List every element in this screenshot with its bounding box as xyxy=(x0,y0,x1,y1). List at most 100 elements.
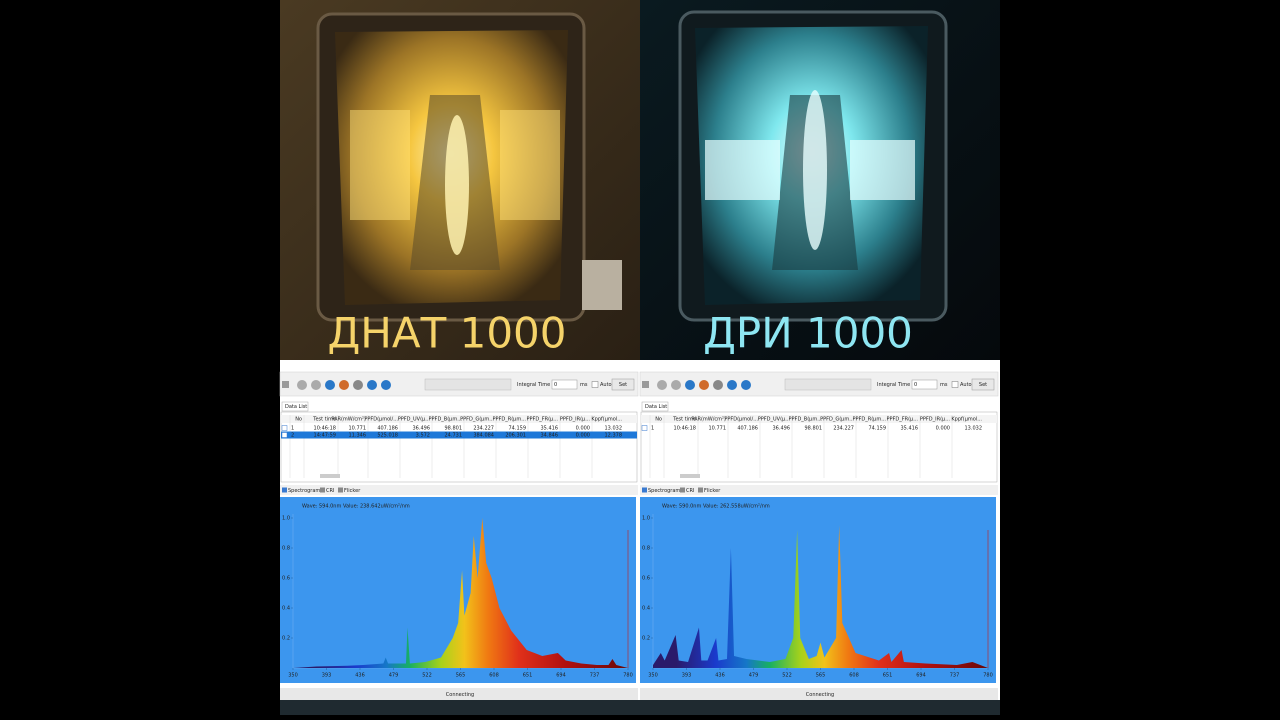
y-tick-label: 0.4 xyxy=(282,606,290,612)
x-tick-label: 350 xyxy=(648,673,658,679)
column-header: PPFD_FR(μ... xyxy=(526,417,558,423)
integral-value: 0 xyxy=(554,382,557,388)
column-header: PPFD_B(μm... xyxy=(789,417,823,423)
tool-button[interactable] xyxy=(741,380,751,390)
tab-label: Data List xyxy=(645,404,667,410)
column-header: Test time xyxy=(672,417,696,423)
x-tick-label: 780 xyxy=(983,673,993,679)
tool-button[interactable] xyxy=(311,380,321,390)
app-footer xyxy=(280,700,1000,715)
table-header xyxy=(281,415,637,423)
table-cell: 3.572 xyxy=(416,433,430,439)
tab-label[interactable]: CRI xyxy=(326,488,334,494)
readout: Wave: 594.0nm Value: 238.642uW/cm²/nm xyxy=(302,504,410,510)
tool-icon xyxy=(642,381,649,388)
column-header: Test time xyxy=(312,417,336,423)
photo-label: ДРИ 1000 xyxy=(703,309,913,358)
row-checkbox[interactable] xyxy=(281,432,288,438)
x-tick-label: 737 xyxy=(590,673,600,679)
tab-icon xyxy=(338,487,343,493)
photo-mh xyxy=(640,0,1000,360)
scrollbar xyxy=(320,474,340,478)
table-cell: 0.000 xyxy=(936,426,950,432)
tab-strip xyxy=(640,485,998,495)
status-box xyxy=(424,378,512,391)
y-tick-label: 0.6 xyxy=(282,576,290,582)
column-header: PPFD_G(μm... xyxy=(460,417,494,423)
table-cell: 24.731 xyxy=(445,433,463,439)
integral-input[interactable] xyxy=(551,379,578,390)
integral-input[interactable] xyxy=(911,379,938,390)
tool-button[interactable] xyxy=(381,380,391,390)
table-cell: 525.018 xyxy=(377,433,398,439)
integral-label: Integral Time xyxy=(517,382,550,388)
tool-button[interactable] xyxy=(713,380,723,390)
table-cell: 12.378 xyxy=(605,433,623,439)
status-text: Connecting xyxy=(806,692,834,698)
table-cell: 34.846 xyxy=(541,433,559,439)
x-tick-label: 608 xyxy=(849,673,859,679)
y-tick-label: 0.8 xyxy=(642,546,650,552)
tab-icon xyxy=(698,487,703,493)
tool-button[interactable] xyxy=(699,380,709,390)
table-cell: 206.301 xyxy=(505,433,526,439)
x-tick-label: 436 xyxy=(355,673,365,679)
integral-unit: ms xyxy=(940,382,948,388)
set-button[interactable] xyxy=(971,378,995,391)
table-header xyxy=(641,415,997,423)
table-cell: 0.000 xyxy=(576,426,590,432)
column-header: PPFD_G(μm... xyxy=(820,417,854,423)
table-cell: 13.032 xyxy=(965,426,983,432)
tool-button[interactable] xyxy=(727,380,737,390)
tool-button[interactable] xyxy=(367,380,377,390)
tool-button[interactable] xyxy=(657,380,667,390)
status-text: Connecting xyxy=(446,692,474,698)
spectrum-area xyxy=(293,518,628,668)
integral-unit: ms xyxy=(580,382,588,388)
auto-checkbox[interactable] xyxy=(591,381,599,388)
photo-hps xyxy=(280,0,640,360)
tab-label[interactable]: Spectrogram xyxy=(648,488,680,494)
table-frame xyxy=(280,411,638,483)
tool-button[interactable] xyxy=(325,380,335,390)
y-tick-label: 0.8 xyxy=(282,546,290,552)
table-cell: 384.084 xyxy=(473,433,494,439)
table-cell: 98.801 xyxy=(805,426,823,432)
column-header: PPFD_R(μm... xyxy=(492,417,526,423)
row-checkbox[interactable] xyxy=(641,425,648,431)
tool-button[interactable] xyxy=(671,380,681,390)
row-checkbox[interactable] xyxy=(281,425,288,431)
tool-button[interactable] xyxy=(339,380,349,390)
y-tick-label: 0.2 xyxy=(642,636,650,642)
x-tick-label: 565 xyxy=(816,673,826,679)
tab-label[interactable]: CRI xyxy=(686,488,694,494)
tab-label[interactable]: Flicker xyxy=(344,488,361,494)
table-cell: 98.801 xyxy=(445,426,463,432)
x-tick-label: 479 xyxy=(749,673,759,679)
tool-button[interactable] xyxy=(685,380,695,390)
auto-checkbox[interactable] xyxy=(951,381,959,388)
x-tick-label: 780 xyxy=(623,673,633,679)
x-tick-label: 651 xyxy=(883,673,893,679)
set-button[interactable] xyxy=(611,378,635,391)
integral-value: 0 xyxy=(914,382,917,388)
table-cell: 74.159 xyxy=(869,426,887,432)
table-cell: 35.416 xyxy=(541,426,559,432)
tab-label[interactable]: Flicker xyxy=(704,488,721,494)
tab-icon xyxy=(282,487,287,493)
tab-label[interactable]: Spectrogram xyxy=(288,488,320,494)
table-cell: 10:46:18 xyxy=(314,426,336,432)
column-header: No xyxy=(655,417,662,423)
tab-data-list xyxy=(641,401,669,412)
x-tick-label: 737 xyxy=(950,673,960,679)
y-tick-label: 1.0 xyxy=(282,516,290,522)
tool-button[interactable] xyxy=(353,380,363,390)
table-cell: 74.159 xyxy=(509,426,527,432)
column-header: Kppf(μmol... xyxy=(951,417,982,423)
table-cell: 234.227 xyxy=(833,426,854,432)
column-header: Kppf(μmol... xyxy=(591,417,622,423)
tool-button[interactable] xyxy=(297,380,307,390)
y-tick-label: 0.6 xyxy=(642,576,650,582)
table-cell: 10.771 xyxy=(349,426,367,432)
x-tick-label: 694 xyxy=(556,673,566,679)
